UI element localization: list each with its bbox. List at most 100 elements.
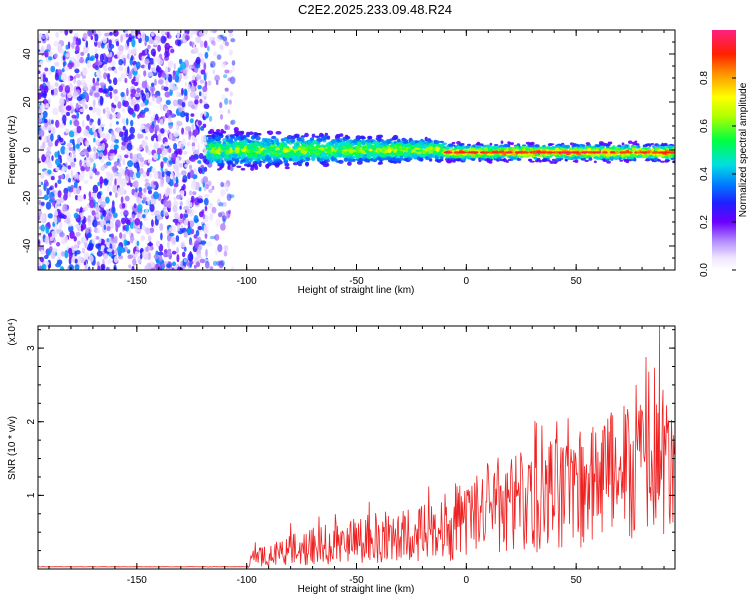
heatmap-noise-point bbox=[64, 250, 69, 259]
heatmap-signal-point bbox=[606, 160, 611, 164]
heatmap-signal-point bbox=[419, 154, 425, 158]
heatmap-noise-point bbox=[47, 232, 53, 237]
heatmap-noise-point bbox=[70, 62, 75, 68]
heatmap-signal-point bbox=[240, 159, 246, 162]
heatmap-noise-point bbox=[50, 133, 54, 142]
heatmap-noise-point bbox=[103, 72, 108, 80]
heatmap-noise-point bbox=[96, 145, 103, 151]
heatmap-noise-point bbox=[153, 57, 156, 65]
heatmap-signal-point bbox=[534, 157, 538, 160]
heatmap-signal-point bbox=[437, 144, 441, 148]
heatmap-noise-point bbox=[100, 214, 104, 220]
heatmap-noise-point bbox=[189, 118, 194, 124]
heatmap-noise-point bbox=[88, 106, 93, 111]
heatmap-signal-point bbox=[285, 157, 290, 161]
heatmap-noise-point bbox=[131, 265, 135, 270]
heatmap-noise-point bbox=[230, 38, 236, 43]
heatmap-noise-point bbox=[167, 240, 170, 249]
heatmap-noise-point bbox=[98, 87, 104, 93]
heatmap-noise-point bbox=[76, 59, 80, 68]
heatmap-signal-point bbox=[279, 143, 285, 148]
heatmap-noise-point bbox=[124, 154, 129, 159]
heatmap-noise-point bbox=[84, 104, 88, 110]
heatmap-signal-point bbox=[249, 142, 256, 147]
heatmap-signal-point bbox=[421, 150, 427, 155]
heatmap-noise-point bbox=[219, 101, 223, 109]
heatmap-noise-point bbox=[63, 61, 67, 66]
heatmap-signal-point bbox=[377, 157, 382, 161]
heatmap-noise-point bbox=[77, 240, 81, 246]
heatmap-signal-point bbox=[599, 155, 603, 160]
heatmap-signal-point bbox=[409, 140, 416, 145]
heatmap-noise-point bbox=[83, 261, 87, 266]
heatmap-signal-point bbox=[399, 155, 404, 159]
heatmap-noise-point bbox=[113, 30, 119, 37]
heatmap-signal-point bbox=[443, 146, 447, 149]
heatmap-noise-point bbox=[50, 65, 56, 73]
heatmap-signal-point bbox=[650, 143, 655, 145]
heatmap-noise-point bbox=[164, 211, 169, 217]
heatmap-noise-point bbox=[44, 153, 51, 158]
heatmap-noise-point bbox=[89, 88, 94, 95]
heatmap-signal-point bbox=[212, 141, 217, 145]
heatmap-noise-point bbox=[85, 40, 89, 48]
heatmap-signal-point bbox=[307, 140, 312, 144]
heatmap-signal-point bbox=[440, 156, 444, 160]
heatmap-noise-point bbox=[61, 251, 65, 257]
heatmap-noise-point bbox=[38, 66, 42, 71]
heatmap-noise-point bbox=[129, 182, 133, 187]
heatmap-noise-point bbox=[59, 122, 65, 129]
heatmap-noise-point bbox=[151, 67, 156, 72]
heatmap-noise-point bbox=[151, 82, 155, 87]
heatmap-noise-point bbox=[153, 152, 159, 161]
heatmap-noise-point bbox=[108, 180, 113, 187]
heatmap-noise-point bbox=[153, 191, 159, 200]
heatmap-signal-point bbox=[326, 149, 333, 154]
heatmap-noise-point bbox=[152, 133, 158, 139]
heatmap-noise-point bbox=[38, 180, 42, 187]
heatmap-noise-point bbox=[105, 196, 110, 204]
heatmap-signal-point bbox=[235, 147, 241, 150]
heatmap-noise-point bbox=[81, 101, 85, 108]
heatmap-noise-point bbox=[197, 52, 204, 59]
heatmap-noise-point bbox=[88, 255, 94, 263]
heatmap-signal-point bbox=[232, 146, 236, 151]
heatmap-noise-point bbox=[147, 235, 152, 242]
heatmap-noise-point bbox=[199, 98, 203, 104]
heatmap-noise-point bbox=[73, 158, 77, 162]
heatmap-noise-point bbox=[177, 67, 182, 72]
heatmap-noise-point bbox=[70, 170, 74, 177]
heatmap-noise-point bbox=[171, 261, 177, 267]
heatmap-signal-point bbox=[240, 140, 246, 144]
heatmap-signal-point bbox=[577, 144, 581, 148]
heatmap-noise-point bbox=[182, 69, 188, 74]
heatmap-noise-point bbox=[202, 85, 208, 93]
heatmap-signal-point bbox=[392, 152, 398, 156]
heatmap-noise-point bbox=[176, 91, 181, 98]
heatmap-noise-point bbox=[104, 133, 111, 141]
heatmap-noise-point bbox=[92, 106, 98, 112]
heatmap-noise-point bbox=[59, 30, 63, 34]
heatmap-noise-point bbox=[38, 210, 43, 216]
heatmap-signal-point bbox=[404, 144, 410, 148]
heatmap-noise-point bbox=[69, 119, 73, 126]
heatmap-noise-point bbox=[160, 232, 163, 241]
heatmap-signal-point bbox=[402, 139, 409, 144]
heatmap-noise-point bbox=[177, 266, 181, 270]
heatmap-noise-point bbox=[190, 30, 194, 36]
heatmap-noise-point bbox=[216, 54, 222, 60]
heatmap-noise-point bbox=[217, 244, 223, 253]
heatmap-noise-point bbox=[202, 176, 208, 184]
heatmap-noise-point bbox=[95, 213, 102, 218]
heatmap-noise-point bbox=[129, 152, 133, 160]
heatmap-signal-point bbox=[572, 160, 577, 163]
heatmap-noise-point bbox=[46, 124, 53, 131]
heatmap-noise-point bbox=[201, 58, 205, 65]
heatmap-noise-point bbox=[83, 180, 89, 184]
heatmap-noise-point bbox=[128, 264, 132, 269]
heatmap-noise-point bbox=[172, 218, 179, 223]
heatmap-signal-point bbox=[295, 142, 300, 147]
heatmap-noise-point bbox=[109, 191, 112, 196]
heatmap-noise-point bbox=[126, 87, 129, 97]
